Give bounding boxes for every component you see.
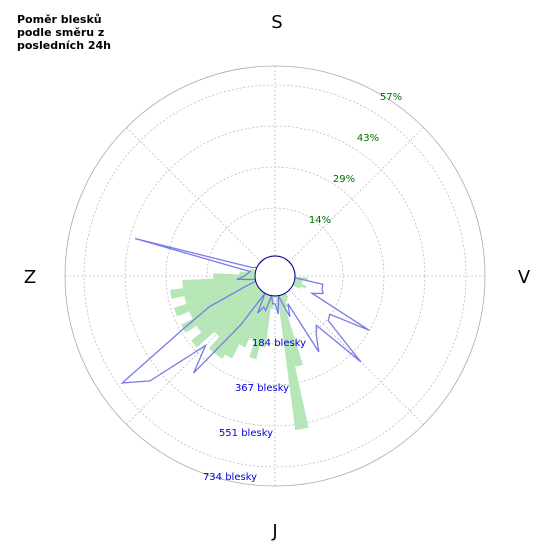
percent-bar — [294, 280, 303, 285]
percent-bar — [284, 292, 289, 299]
center-marker — [254, 255, 296, 297]
percent-bar — [174, 282, 257, 317]
polar-grid — [64, 65, 486, 487]
percent-bar — [184, 280, 256, 304]
percent-bar — [279, 295, 303, 367]
count-tick-label: 367 blesky — [235, 383, 289, 394]
grid-ring — [83, 84, 467, 468]
percent-tick-label: 57% — [380, 92, 402, 103]
percent-bar — [277, 295, 309, 431]
percent-bar — [214, 289, 262, 337]
center-circle — [254, 255, 296, 297]
count-tick-label: 734 blesky — [203, 472, 257, 483]
percent-bar — [259, 295, 273, 348]
percent-bars — [170, 268, 309, 431]
percent-tick-label: 29% — [333, 174, 355, 185]
percent-bar — [249, 294, 269, 340]
count-tick-label: 184 blesky — [252, 338, 306, 349]
percent-tick-label: 43% — [357, 133, 379, 144]
grid-spoke — [288, 127, 424, 263]
percent-bar — [208, 290, 263, 354]
percent-bar — [292, 283, 301, 289]
percent-bar — [190, 288, 261, 348]
direction-label-north: S — [271, 12, 282, 33]
percent-bar — [282, 293, 288, 302]
percent-bar — [170, 278, 256, 299]
axis-labels: S V J Z 14% 29% 43% 57% 184 blesky 367 b… — [24, 12, 531, 542]
direction-label-east: V — [518, 267, 531, 288]
percent-bar — [281, 294, 288, 308]
percent-bar — [293, 282, 307, 289]
percent-bar — [213, 273, 256, 279]
chart-title: Poměr blesků podle směru z posledních 24… — [17, 13, 112, 52]
percent-bar — [250, 268, 256, 272]
percent-bar — [225, 292, 266, 359]
percent-bar — [249, 295, 271, 360]
count-tick-label: 551 blesky — [219, 428, 273, 439]
percent-tick-label: 14% — [309, 215, 331, 226]
direction-label-west: Z — [24, 267, 36, 288]
percent-bar — [181, 285, 259, 333]
direction-label-south: J — [271, 521, 277, 542]
percent-bar — [196, 286, 260, 333]
